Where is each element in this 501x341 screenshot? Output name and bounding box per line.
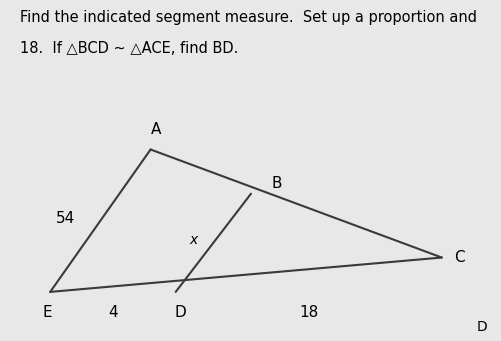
Text: 18: 18	[299, 306, 318, 321]
Text: Find the indicated segment measure.  Set up a proportion and: Find the indicated segment measure. Set …	[20, 10, 476, 25]
Text: 4: 4	[108, 306, 118, 321]
Text: D: D	[174, 306, 186, 321]
Text: D: D	[475, 320, 486, 334]
Text: E: E	[43, 306, 53, 321]
Text: B: B	[271, 176, 281, 191]
Text: x: x	[189, 233, 197, 247]
Text: C: C	[453, 250, 464, 265]
Text: 18.  If △BCD ~ △ACE, find BD.: 18. If △BCD ~ △ACE, find BD.	[20, 41, 238, 56]
Text: 54: 54	[56, 211, 75, 226]
Text: A: A	[150, 122, 160, 137]
